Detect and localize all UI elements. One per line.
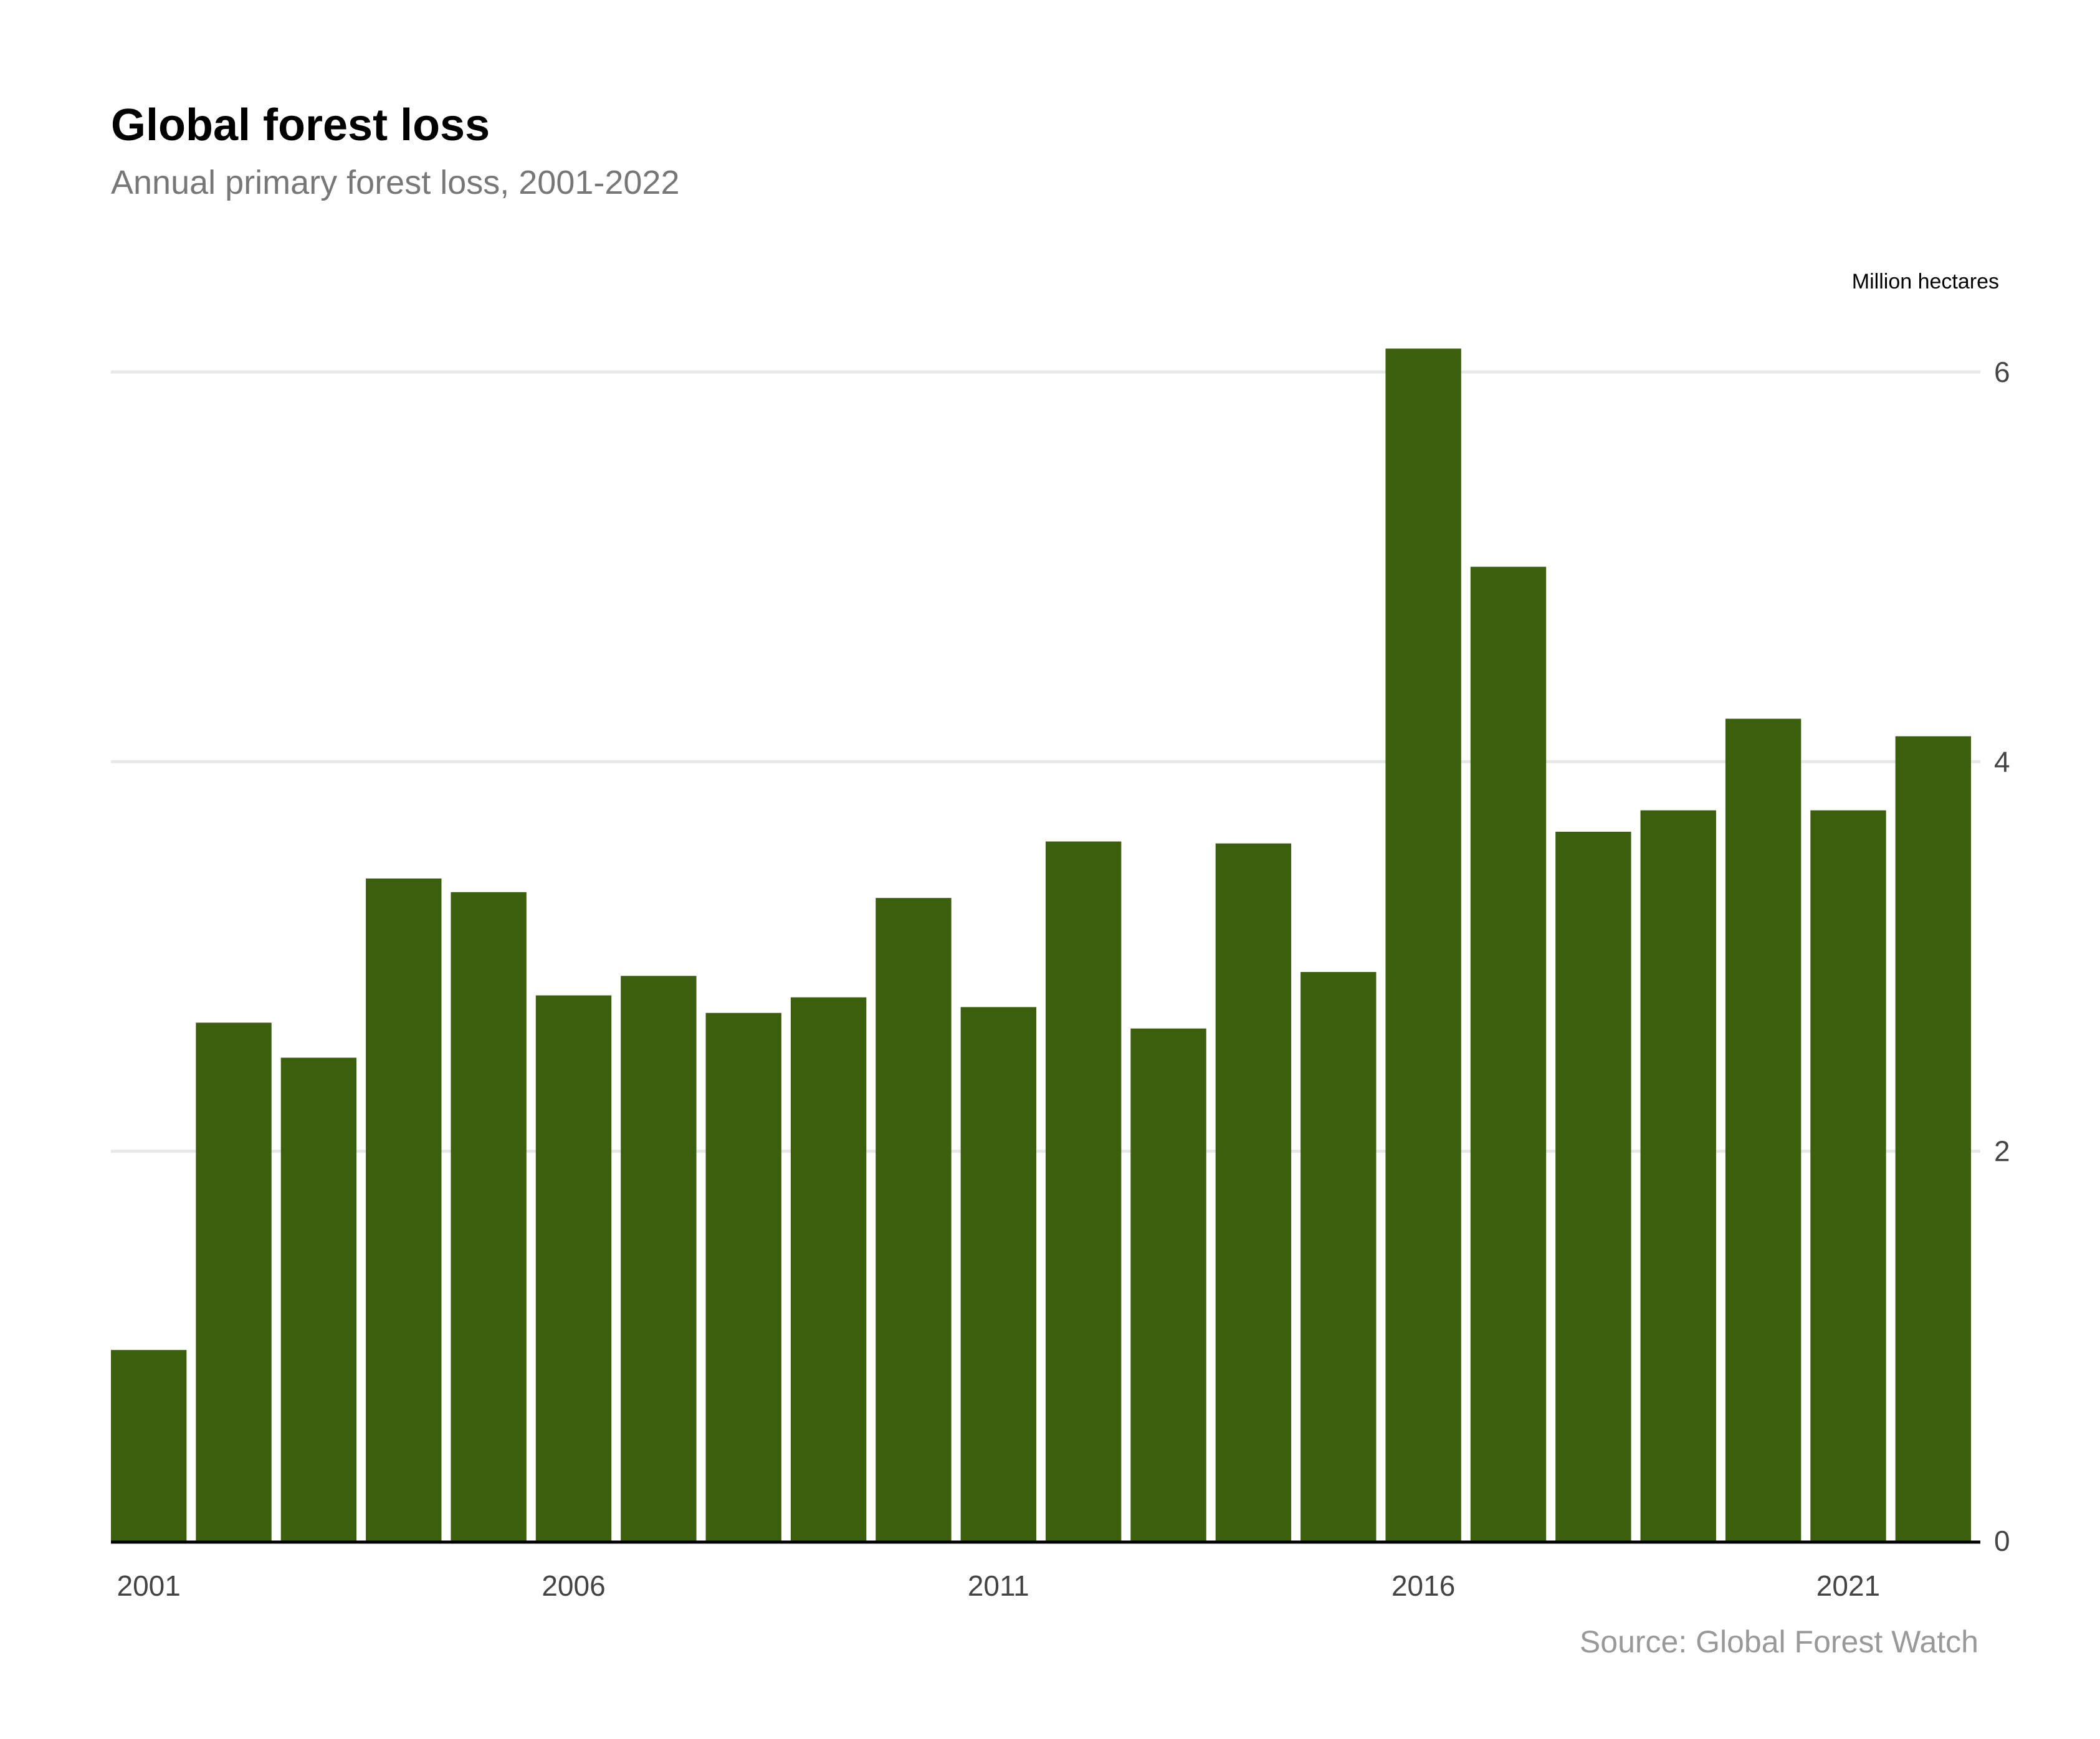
bar-2015 bbox=[1301, 972, 1377, 1541]
bar-2019 bbox=[1640, 810, 1716, 1541]
bar-2007 bbox=[621, 976, 697, 1541]
chart-title: Global forest loss bbox=[111, 100, 490, 150]
y-tick-label: 2 bbox=[1994, 1135, 2010, 1168]
bars bbox=[111, 348, 1971, 1541]
bar-2016 bbox=[1385, 348, 1461, 1541]
y-tick-label: 6 bbox=[1994, 356, 2010, 388]
bar-2014 bbox=[1215, 843, 1292, 1541]
bar-2020 bbox=[1725, 718, 1802, 1541]
bar-2013 bbox=[1130, 1028, 1206, 1541]
y-tick-label: 0 bbox=[1994, 1525, 2010, 1557]
bar-2002 bbox=[196, 1022, 272, 1541]
bar-2005 bbox=[451, 892, 527, 1541]
bar-2001 bbox=[111, 1350, 187, 1541]
bar-2022 bbox=[1895, 736, 1971, 1541]
bar-2018 bbox=[1555, 831, 1631, 1541]
bar-2003 bbox=[280, 1057, 357, 1541]
bar-2017 bbox=[1470, 566, 1547, 1541]
x-tick-label: 2001 bbox=[117, 1570, 181, 1602]
bar-2011 bbox=[960, 1007, 1036, 1541]
bar-2012 bbox=[1046, 841, 1122, 1541]
bar-2021 bbox=[1810, 810, 1886, 1541]
source-note: Source: Global Forest Watch bbox=[1579, 1624, 1978, 1659]
y-axis-ticks: 0 2 4 6 bbox=[1994, 356, 2010, 1557]
x-tick-label: 2021 bbox=[1816, 1570, 1880, 1602]
bar-2006 bbox=[535, 995, 612, 1541]
x-axis-ticks: 2001 2006 2011 2016 2021 bbox=[117, 1570, 1881, 1602]
y-axis-label: Million hectares bbox=[1852, 270, 1999, 293]
bar-2009 bbox=[790, 997, 867, 1541]
x-tick-label: 2011 bbox=[968, 1570, 1029, 1602]
x-tick-label: 2016 bbox=[1391, 1570, 1455, 1602]
x-tick-label: 2006 bbox=[542, 1570, 605, 1602]
bar-2010 bbox=[876, 898, 952, 1541]
y-tick-label: 4 bbox=[1994, 745, 2010, 778]
bar-2008 bbox=[705, 1012, 781, 1541]
bar-2004 bbox=[366, 878, 442, 1541]
chart-subtitle: Annual primary forest loss, 2001-2022 bbox=[111, 164, 680, 201]
